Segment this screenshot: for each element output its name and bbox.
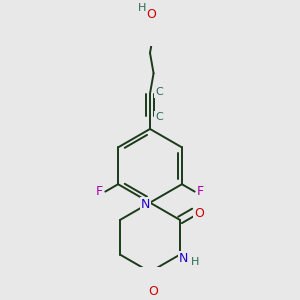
Text: H: H: [190, 257, 199, 267]
Text: C: C: [155, 87, 163, 97]
Text: O: O: [148, 284, 158, 298]
Text: H: H: [138, 3, 146, 13]
Text: N: N: [179, 252, 188, 265]
Text: F: F: [96, 185, 103, 198]
Text: O: O: [194, 207, 204, 220]
Text: N: N: [141, 198, 150, 211]
Text: F: F: [197, 185, 204, 198]
Text: O: O: [146, 8, 156, 20]
Text: C: C: [155, 112, 163, 122]
